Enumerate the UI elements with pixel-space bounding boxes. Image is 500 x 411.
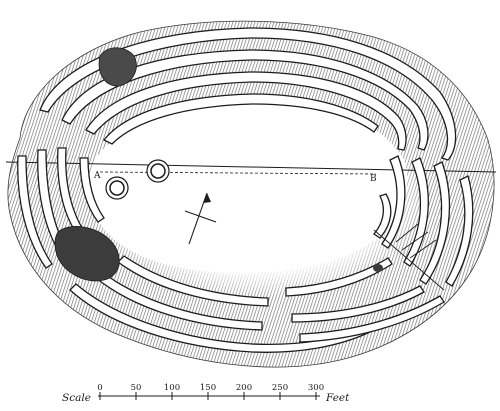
ridge xyxy=(61,49,429,151)
ridge xyxy=(373,193,392,239)
scale-unit: Feet xyxy=(325,392,350,404)
ridge xyxy=(381,155,406,249)
section-hatching xyxy=(373,223,445,291)
central-clearing-core xyxy=(89,103,408,273)
ridge xyxy=(102,93,379,145)
ridge xyxy=(117,255,269,307)
scale-tick-label: 300 xyxy=(308,383,324,393)
scale-tick-label: 200 xyxy=(236,383,252,393)
ridge xyxy=(39,27,457,161)
ridge xyxy=(17,155,53,269)
ridge xyxy=(285,257,393,297)
ridge xyxy=(419,161,451,285)
hut-circle-a xyxy=(105,176,129,200)
scale-ticks: 0 50 100 150 200 250 300 xyxy=(97,383,324,400)
small-mound-east xyxy=(373,264,383,272)
ridges xyxy=(17,27,474,353)
section-line-dashed xyxy=(99,171,377,175)
scale-tick-label: 100 xyxy=(164,383,180,393)
ridge xyxy=(299,295,445,343)
dark-mound-north xyxy=(98,47,137,87)
scale-bar: Scale 0 50 100 150 200 250 300 Feet xyxy=(62,383,350,404)
hut-circle-b xyxy=(146,159,170,183)
ridge xyxy=(95,271,263,331)
dark-mound-west xyxy=(54,226,120,282)
scale-tick-label: 150 xyxy=(200,383,216,393)
ridge xyxy=(445,175,474,287)
scale-tick-label: 50 xyxy=(131,383,142,393)
scale-tick-label: 250 xyxy=(272,383,288,393)
point-label-a: A xyxy=(93,171,101,181)
scale-label: Scale xyxy=(62,392,91,404)
point-label-b: B xyxy=(370,174,377,184)
ridge xyxy=(85,71,407,151)
ridge xyxy=(79,157,105,223)
ridge xyxy=(403,157,429,267)
north-arrow-icon xyxy=(184,192,217,245)
ridge xyxy=(291,285,425,323)
scale-tick-label: 0 xyxy=(97,383,102,393)
